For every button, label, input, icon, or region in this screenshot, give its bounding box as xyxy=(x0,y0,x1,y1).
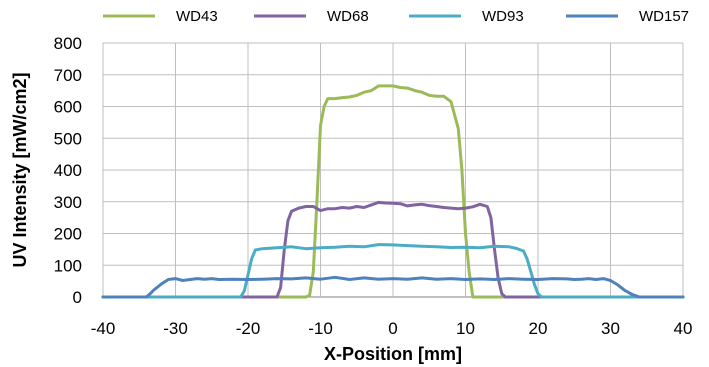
x-tick-label: -10 xyxy=(308,319,333,338)
legend-item-wd157: WD157 xyxy=(566,8,689,25)
series-line-wd157 xyxy=(101,275,685,299)
legend-item-wd68: WD68 xyxy=(254,8,369,25)
y-tick-label: 400 xyxy=(54,161,82,180)
series-layer xyxy=(101,84,685,299)
legend-label: WD68 xyxy=(327,8,369,25)
y-tick-label: 500 xyxy=(54,129,82,148)
y-tick-label: 600 xyxy=(54,98,82,117)
y-tick-label: 200 xyxy=(54,225,82,244)
x-tick-label: 0 xyxy=(388,319,397,338)
y-tick-label: 0 xyxy=(73,288,82,307)
legend-label: WD43 xyxy=(176,8,218,25)
x-axis-title: X-Position [mm] xyxy=(324,344,462,364)
legend-label: WD93 xyxy=(482,8,524,25)
legend-item-wd93: WD93 xyxy=(409,8,524,25)
y-tick-label: 700 xyxy=(54,66,82,85)
legend: WD43 WD68 WD93 WD157 xyxy=(103,8,689,25)
legend-label: WD157 xyxy=(639,8,689,25)
series-line-wd68 xyxy=(101,200,685,299)
y-axis-ticks: 0 100 200 300 400 500 600 700 800 xyxy=(54,34,82,307)
gridlines xyxy=(102,42,684,298)
series-line-wd93 xyxy=(101,243,685,299)
y-tick-label: 800 xyxy=(54,34,82,53)
x-tick-label: 40 xyxy=(674,319,693,338)
legend-item-wd43: WD43 xyxy=(103,8,218,25)
x-tick-label: 30 xyxy=(601,319,620,338)
x-axis-ticks: -40 -30 -20 -10 0 10 20 30 40 xyxy=(91,319,693,338)
y-axis-title: UV Intensity [mW/cm2] xyxy=(10,72,30,267)
x-tick-label: 10 xyxy=(456,319,475,338)
y-tick-label: 100 xyxy=(54,256,82,275)
x-tick-label: -30 xyxy=(163,319,188,338)
x-tick-label: -40 xyxy=(91,319,116,338)
x-tick-label: 20 xyxy=(529,319,548,338)
x-tick-label: -20 xyxy=(236,319,261,338)
y-tick-label: 300 xyxy=(54,193,82,212)
